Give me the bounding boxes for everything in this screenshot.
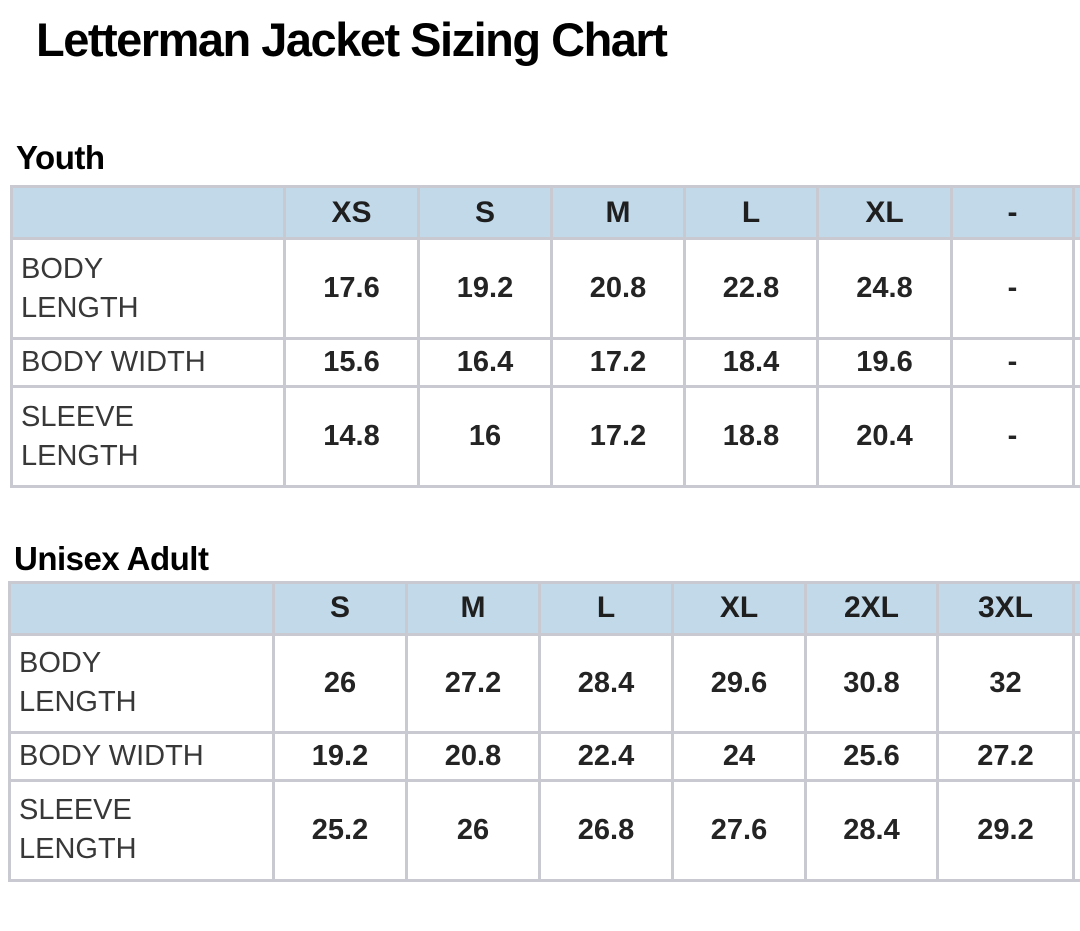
size-value: - — [950, 237, 1075, 341]
size-value: 25.6 — [804, 730, 939, 782]
size-value: 22.4 — [538, 730, 674, 782]
measurement-label: BODY WIDTH — [8, 730, 275, 782]
clipped-column-header — [1072, 580, 1080, 636]
size-value: 16.4 — [417, 337, 553, 389]
youth-header-row: XS S M L XL - — [10, 185, 1080, 241]
size-value: 26.8 — [538, 778, 674, 882]
size-column-header: XS — [283, 185, 420, 241]
measurement-label: BODY LENGTH — [10, 237, 286, 341]
size-column-header: S — [417, 185, 553, 241]
measurement-label: BODY LENGTH — [8, 632, 275, 734]
table-row-sleeve-length: SLEEVE LENGTH 25.2 26 26.8 27.6 28.4 29.… — [8, 778, 1080, 882]
size-column-header: XL — [816, 185, 953, 241]
adult-size-table: S M L XL 2XL 3XL BODY LENGTH 26 27.2 28.… — [8, 580, 1080, 882]
size-value: 17.2 — [550, 337, 686, 389]
adult-section: Unisex Adult S M L XL 2XL 3XL BODY LENGT… — [0, 539, 1080, 882]
corner-header-cell — [8, 580, 275, 636]
size-value: 29.6 — [671, 632, 807, 734]
table-row-body-width: BODY WIDTH 15.6 16.4 17.2 18.4 19.6 - — [10, 337, 1080, 389]
size-value: 32 — [936, 632, 1075, 734]
corner-header-cell — [10, 185, 286, 241]
size-value: 20.4 — [816, 385, 953, 489]
youth-section: Youth XS S M L XL - BODY LENGTH 17.6 19.… — [0, 138, 1080, 489]
size-value: 17.2 — [550, 385, 686, 489]
size-value: 19.2 — [272, 730, 408, 782]
size-column-header: XL — [671, 580, 807, 636]
page-title: Letterman Jacket Sizing Chart — [36, 13, 668, 66]
size-value: 25.2 — [272, 778, 408, 882]
youth-section-heading: Youth — [16, 138, 105, 176]
size-value: 28.4 — [804, 778, 939, 882]
clipped-cell — [1072, 237, 1080, 341]
adult-header-row: S M L XL 2XL 3XL — [8, 580, 1080, 636]
size-value: 19.2 — [417, 237, 553, 341]
table-row-body-width: BODY WIDTH 19.2 20.8 22.4 24 25.6 27.2 — [8, 730, 1080, 782]
table-row-body-length: BODY LENGTH 26 27.2 28.4 29.6 30.8 32 — [8, 632, 1080, 734]
size-value: 20.8 — [550, 237, 686, 341]
size-column-header: L — [538, 580, 674, 636]
size-value: 22.8 — [683, 237, 819, 341]
size-value: 26 — [272, 632, 408, 734]
size-value: - — [950, 385, 1075, 489]
size-value: 27.6 — [671, 778, 807, 882]
size-value: 26 — [405, 778, 541, 882]
clipped-cell — [1072, 337, 1080, 389]
size-column-header: - — [950, 185, 1075, 241]
size-value: 19.6 — [816, 337, 953, 389]
youth-size-table: XS S M L XL - BODY LENGTH 17.6 19.2 20.8… — [10, 185, 1080, 489]
adult-section-heading: Unisex Adult — [14, 540, 209, 578]
size-value: 20.8 — [405, 730, 541, 782]
size-value: 27.2 — [405, 632, 541, 734]
size-column-header: L — [683, 185, 819, 241]
measurement-label: BODY WIDTH — [10, 337, 286, 389]
size-value: 18.8 — [683, 385, 819, 489]
clipped-cell — [1072, 385, 1080, 489]
size-value: 17.6 — [283, 237, 420, 341]
clipped-cell — [1072, 778, 1080, 882]
size-value: 27.2 — [936, 730, 1075, 782]
size-value: 30.8 — [804, 632, 939, 734]
size-value: 28.4 — [538, 632, 674, 734]
table-row-sleeve-length: SLEEVE LENGTH 14.8 16 17.2 18.8 20.4 - — [10, 385, 1080, 489]
size-value: 15.6 — [283, 337, 420, 389]
table-row-body-length: BODY LENGTH 17.6 19.2 20.8 22.8 24.8 - — [10, 237, 1080, 341]
size-value: 29.2 — [936, 778, 1075, 882]
size-column-header: 3XL — [936, 580, 1075, 636]
size-value: 24.8 — [816, 237, 953, 341]
size-column-header: M — [550, 185, 686, 241]
size-value: 24 — [671, 730, 807, 782]
clipped-cell — [1072, 632, 1080, 734]
size-value: - — [950, 337, 1075, 389]
measurement-label: SLEEVE LENGTH — [10, 385, 286, 489]
size-value: 14.8 — [283, 385, 420, 489]
measurement-label: SLEEVE LENGTH — [8, 778, 275, 882]
size-column-header: 2XL — [804, 580, 939, 636]
clipped-column-header — [1072, 185, 1080, 241]
size-value: 18.4 — [683, 337, 819, 389]
size-column-header: S — [272, 580, 408, 636]
size-value: 16 — [417, 385, 553, 489]
clipped-cell — [1072, 730, 1080, 782]
size-column-header: M — [405, 580, 541, 636]
